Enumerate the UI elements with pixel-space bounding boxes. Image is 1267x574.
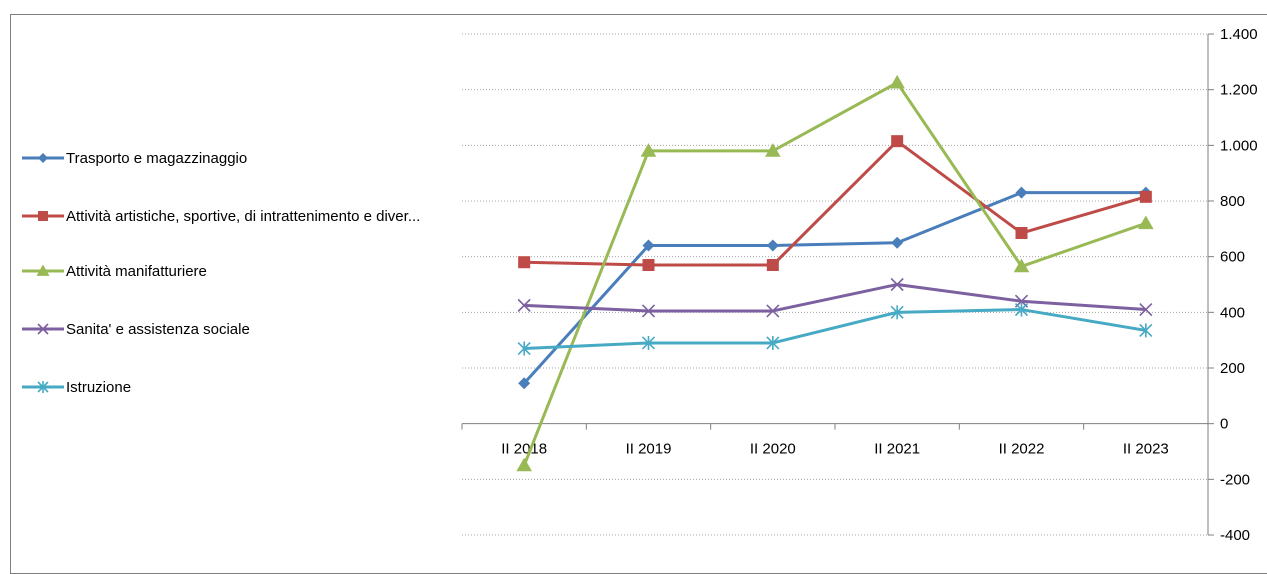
x-tick-label: II 2022 [999,441,1045,458]
series-line [524,139,1147,267]
legend-label-sanita: Sanita' e assistenza sociale [66,321,250,338]
data-point [766,239,779,252]
x-tick-label: II 2018 [501,441,547,458]
y-tick-label: -200 [1220,471,1250,488]
data-point [765,143,781,157]
y-tick-label: 1.000 [1220,137,1258,154]
y-tick-label: 1.400 [1220,26,1258,43]
data-point [766,304,780,318]
legend-label-manifatturiere: Attività manifatturiere [66,263,207,280]
data-point [1015,227,1028,240]
data-point [641,304,656,318]
x-tick-label: II 2021 [874,441,920,458]
legend-label-istruzione: Istruzione [66,379,132,396]
data-point [516,457,532,472]
data-point [1138,215,1154,230]
data-point [766,335,780,350]
legend-key-manifatturiere [22,264,64,276]
data-point [889,74,905,89]
y-tick-label: 200 [1220,360,1245,377]
y-tick-label: -400 [1220,527,1250,544]
data-point [1014,302,1029,317]
data-point [890,305,904,320]
legend-marker [37,381,49,393]
y-tick-label: 600 [1220,249,1245,266]
x-tick-label: II 2020 [750,441,796,458]
data-point [642,259,655,272]
data-point [1139,190,1152,203]
x-tick-label: II 2019 [626,441,672,458]
x-tick-label: II 2023 [1123,441,1169,458]
line-chart: 1.400 1.200 1.000 800 600 400 200 0 -200 -400 II 2… [461,26,1258,544]
legend-key-trasporto [22,153,64,163]
data-point [517,298,531,312]
data-point [1013,258,1030,273]
legend-marker [38,211,48,221]
data-point [640,143,657,157]
legend-key-sanita [22,323,64,335]
series-3 [516,74,1154,472]
series-line [522,81,1147,466]
y-tick-label: 400 [1220,304,1245,321]
data-point [891,236,904,249]
y-tick-label: 800 [1220,193,1245,210]
series-line [524,308,1147,351]
chart-frame [10,14,1267,574]
legend-item-istruzione: Istruzione [20,379,446,396]
data-point [1015,186,1028,199]
data-point [1139,302,1153,317]
legend-item-sanita: Sanita' e assistenza sociale [20,321,446,338]
data-point [642,239,655,252]
data-point [641,335,656,350]
series-2 [518,135,1152,272]
series-line [524,283,1146,313]
series-5 [517,302,1153,356]
series-line [523,191,1146,385]
data-point [518,256,531,269]
y-tick-label: 0 [1220,416,1228,433]
data-point [891,135,904,148]
data-point [890,277,904,292]
data-point [766,259,779,272]
legend-marker [37,323,49,335]
legend-marker [38,153,48,163]
legend-item-manifatturiere: Attività manifatturiere [20,263,446,280]
series-1 [518,186,1152,390]
data-point [517,341,531,356]
y-tick-label: 1.200 [1220,82,1258,99]
legend-marker [36,264,50,276]
data-point [1139,323,1153,338]
legend-label-attivita-artistiche: Attività artistiche, sportive, di intrat… [66,208,421,225]
legend-label-trasporto: Trasporto e magazzinaggio [66,150,248,167]
legend-key-istruzione [22,381,64,393]
legend-key-attivita-artistiche [22,211,64,221]
legend-item-attivita-artistiche: Attività artistiche, sportive, di intrat… [20,208,446,225]
legend-item-trasporto: Trasporto e magazzinaggio [20,150,446,167]
data-point [518,377,531,390]
